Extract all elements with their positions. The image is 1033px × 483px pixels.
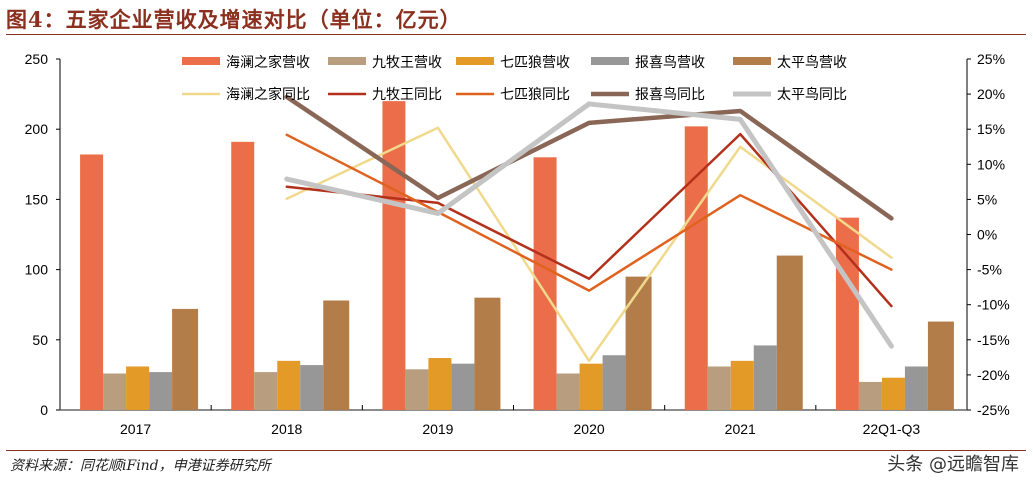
bar-4-2021	[776, 255, 803, 410]
bar-0-2018	[231, 141, 255, 410]
line-太平鸟同比	[284, 101, 894, 349]
footer-divider	[6, 450, 1026, 451]
bar-3-2020	[602, 355, 626, 410]
legend-label: 海澜之家同比	[226, 86, 310, 102]
bar-0-2017	[80, 154, 104, 410]
legend-label: 七匹狼同比	[500, 86, 570, 102]
source-note: 资料来源：同花顺iFind，申港证券研究所	[10, 458, 271, 474]
right-tick-label: 10%	[977, 156, 1005, 172]
bar-1-22Q1-Q3	[858, 381, 882, 410]
right-tick-label: 25%	[977, 51, 1005, 67]
right-tick-label: -25%	[977, 402, 1010, 418]
bar-4-2020	[625, 276, 652, 410]
right-tick-label: -15%	[977, 332, 1010, 348]
legend-label: 太平鸟营收	[777, 54, 847, 70]
line-海澜之家同比	[285, 126, 893, 363]
legend-swatch	[591, 57, 629, 65]
bar-0-2020	[533, 157, 557, 410]
bar-4-22Q1-Q3	[927, 321, 954, 410]
legend-label: 报喜鸟营收	[635, 54, 705, 70]
bar-0-2019	[382, 101, 406, 411]
legend-swatch	[733, 57, 771, 65]
legend-label: 九牧王营收	[372, 54, 442, 70]
x-tick-label: 2021	[725, 421, 756, 437]
bar-0-2021	[684, 126, 708, 410]
chart: 0 50 100 150 200 250 -25% -20% -15% -10% -5% 0% 5% 10…	[25, 51, 1010, 437]
bar-4-2017	[172, 308, 199, 410]
left-tick-label: 100	[25, 262, 49, 278]
left-tick-label: 150	[25, 191, 49, 207]
legend-label: 九牧王同比	[372, 86, 442, 102]
bar-3-2017	[149, 372, 173, 410]
bar-1-2020	[556, 373, 580, 410]
chart-title: 图4：五家企业营收及增速对比（单位：亿元）	[6, 7, 462, 32]
bar-1-2018	[254, 372, 278, 410]
legend-label: 七匹狼营收	[500, 54, 570, 70]
right-tick-label: 15%	[977, 121, 1005, 137]
bar-2-2021	[730, 360, 754, 410]
bar-2-2020	[579, 363, 603, 410]
bar-1-2017	[103, 373, 127, 410]
legend-swatch	[328, 57, 366, 65]
bar-2-2017	[126, 366, 150, 410]
line-七匹狼同比	[285, 133, 893, 292]
legend-label: 报喜鸟同比	[635, 86, 705, 102]
title-divider	[6, 34, 1026, 35]
right-tick-label: 5%	[977, 191, 997, 207]
bar-3-2018	[300, 365, 324, 410]
legend-swatch	[182, 57, 220, 65]
bar-1-2019	[405, 369, 429, 410]
legend-swatch	[456, 57, 494, 65]
x-tick-label: 2019	[422, 421, 453, 437]
line-报喜鸟同比	[284, 94, 894, 221]
bar-3-22Q1-Q3	[904, 366, 928, 410]
legend-label: 太平鸟同比	[777, 86, 847, 102]
bar-2-2018	[277, 360, 301, 410]
bar-4-2018	[323, 300, 350, 410]
bar-2-2019	[428, 358, 452, 410]
x-tick-label: 2020	[574, 421, 605, 437]
bar-2-22Q1-Q3	[881, 377, 905, 410]
right-tick-label: -10%	[977, 297, 1010, 313]
watermark: 头条 @远瞻智库	[887, 454, 1019, 475]
right-tick-label: 0%	[977, 227, 997, 243]
left-tick-label: 200	[25, 121, 49, 137]
bar-3-2019	[451, 363, 475, 410]
bar-1-2021	[707, 366, 731, 410]
legend-label: 海澜之家营收	[226, 54, 310, 70]
left-tick-label: 250	[25, 51, 49, 67]
right-tick-label: -5%	[977, 262, 1002, 278]
left-tick-label: 50	[32, 332, 48, 348]
left-tick-label: 0	[40, 402, 48, 418]
x-tick-label: 2018	[271, 421, 302, 437]
x-tick-label: 2017	[120, 421, 151, 437]
bar-0-22Q1-Q3	[835, 217, 859, 410]
bar-3-2021	[753, 345, 777, 410]
right-tick-label: 20%	[977, 86, 1005, 102]
x-tick-label: 22Q1-Q3	[863, 421, 921, 437]
right-tick-label: -20%	[977, 367, 1010, 383]
bar-4-2019	[474, 297, 501, 410]
